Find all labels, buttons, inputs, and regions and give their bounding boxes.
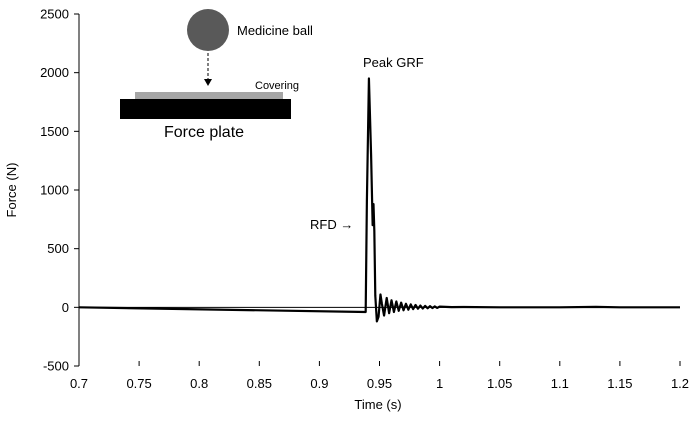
y-axis-label: Force (N) (4, 163, 19, 218)
x-tick-label: 0.95 (367, 376, 392, 391)
y-tick-label: 0 (62, 300, 69, 315)
y-ticks: -500 0 500 1000 1500 2000 2500 (40, 7, 79, 374)
force-series-line (78, 77, 680, 323)
x-tick-label: 0.8 (190, 376, 208, 391)
x-tick-label: 0.85 (247, 376, 272, 391)
x-tick-label: 1.05 (487, 376, 512, 391)
x-tick-label: 1.15 (607, 376, 632, 391)
y-tick-label: -500 (43, 359, 69, 374)
drop-arrow-head (204, 79, 212, 86)
series-layer (78, 77, 680, 323)
setup-inset: Medicine ball Covering Force plate (120, 9, 313, 141)
x-tick-label: 0.7 (70, 376, 88, 391)
x-axis-label: Time (s) (354, 397, 401, 412)
y-tick-label: 1500 (40, 124, 69, 139)
y-tick-label: 2500 (40, 7, 69, 22)
x-tick-label: 1.1 (551, 376, 569, 391)
force-plate-shape (120, 99, 291, 119)
y-tick-label: 2000 (40, 65, 69, 80)
covering-shape (135, 92, 283, 100)
x-tick-label: 0.9 (310, 376, 328, 391)
medicine-ball-label: Medicine ball (237, 23, 313, 38)
x-ticks: 0.7 0.75 0.8 0.85 0.9 0.95 1 1.05 1.1 1.15 1.2 (70, 361, 689, 391)
medicine-ball-icon (187, 9, 229, 51)
y-tick-label: 500 (47, 241, 69, 256)
y-tick-label: 1000 (40, 183, 69, 198)
peak-grf-annotation: Peak GRF (363, 55, 424, 70)
rfd-annotation: RFD → (310, 217, 353, 232)
force-plate-label: Force plate (164, 124, 244, 141)
x-tick-label: 0.75 (126, 376, 151, 391)
x-tick-label: 1 (436, 376, 443, 391)
x-tick-label: 1.2 (671, 376, 689, 391)
covering-label: Covering (255, 80, 299, 92)
